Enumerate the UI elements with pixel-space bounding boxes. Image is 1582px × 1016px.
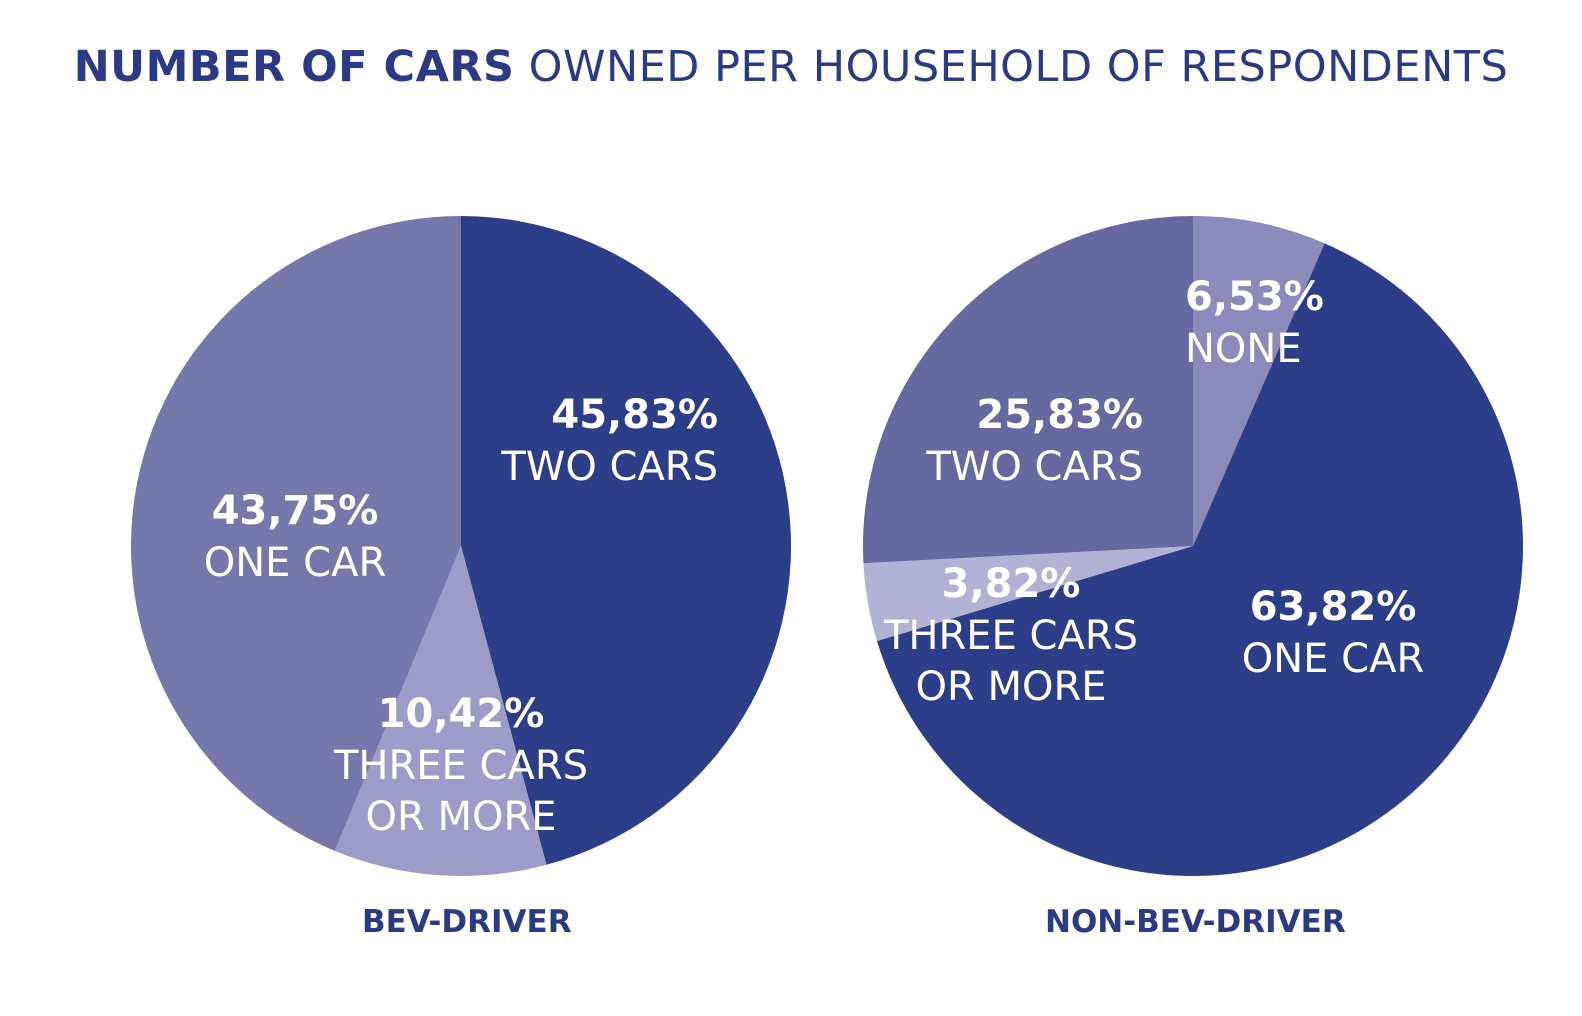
slice-category-label: OR MORE [365, 794, 556, 840]
chart-title-light: OWNED PER HOUSEHOLD OF RESPONDENTS [528, 42, 1509, 92]
slice-label-group: 25,83% TWO CARS [925, 392, 1143, 490]
slice-category-label: THREE CARS [883, 613, 1138, 659]
slice-category-label: THREE CARS [333, 743, 588, 789]
chart-title-bold: NUMBER OF CARS [73, 42, 515, 92]
slice-category-label: ONE CAR [1242, 636, 1424, 682]
pie-slice-one-car [130, 216, 462, 851]
slice-category-label: NONE [1185, 326, 1302, 372]
chart-title: NUMBER OF CARS OWNED PER HOUSEHOLD OF RE… [0, 42, 1582, 92]
pie-slice-one-car [876, 243, 1523, 876]
slice-category-label: ONE CAR [204, 540, 386, 586]
caption-bev-driver: BEV-DRIVER [362, 904, 572, 940]
slice-label-group: 3,82% THREE CARS OR MORE [883, 561, 1138, 710]
pie-slice-two-cars [461, 216, 791, 865]
slice-label-group: 45,83% TWO CARS [500, 392, 718, 490]
slice-label-group: 6,53% NONE [1185, 274, 1324, 372]
slice-percent-label: 6,53% [1185, 274, 1324, 320]
slice-label-group: 63,82% ONE CAR [1242, 584, 1424, 682]
pie-slice-three-cars-or-more [863, 546, 1193, 642]
pie-slice-none [1193, 216, 1325, 546]
pie-slice-two-cars [863, 216, 1193, 564]
caption-non-bev-driver: NON-BEV-DRIVER [1045, 904, 1346, 940]
slice-category-label: TWO CARS [500, 444, 718, 490]
pie-slice-three-cars-or-more [334, 546, 547, 876]
slice-percent-label: 10,42% [378, 691, 545, 737]
slice-percent-label: 3,82% [942, 561, 1081, 607]
slice-category-label: TWO CARS [925, 444, 1143, 490]
slice-percent-label: 45,83% [551, 392, 718, 438]
slice-category-label: OR MORE [915, 664, 1106, 710]
slice-percent-label: 63,82% [1250, 584, 1417, 630]
slice-label-group: 10,42% THREE CARS OR MORE [333, 691, 588, 840]
slice-percent-label: 43,75% [212, 488, 379, 534]
slice-percent-label: 25,83% [976, 392, 1143, 438]
slice-label-group: 43,75% ONE CAR [204, 488, 386, 586]
